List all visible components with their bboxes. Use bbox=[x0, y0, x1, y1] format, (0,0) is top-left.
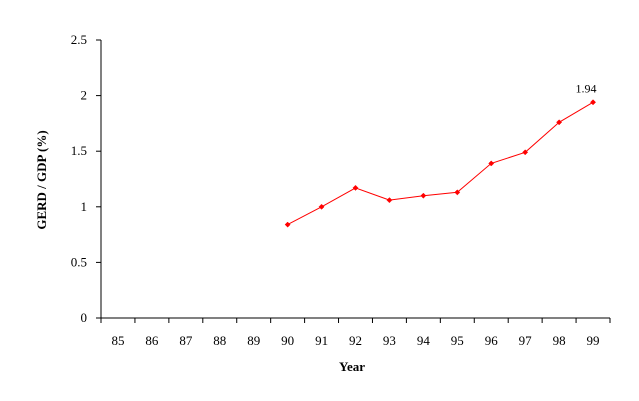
y-axis: 0 0.5 1 1.5 2 2.5 bbox=[71, 32, 102, 325]
y-tick-label: 2.5 bbox=[71, 32, 87, 47]
x-axis-title: Year bbox=[339, 359, 365, 374]
series-line bbox=[287, 101, 594, 226]
x-tick-label: 93 bbox=[383, 333, 396, 348]
y-tick-label: 2 bbox=[81, 88, 88, 103]
data-point bbox=[284, 221, 291, 228]
x-tick-label: 85 bbox=[111, 333, 124, 348]
data-point bbox=[522, 149, 529, 156]
y-tick-label: 1.5 bbox=[71, 143, 87, 158]
x-tick-label: 90 bbox=[281, 333, 294, 348]
x-axis: 85 86 87 88 89 90 91 92 93 94 95 96 97 98 99 bbox=[100, 317, 611, 348]
y-tick-label: 0 bbox=[81, 310, 88, 325]
x-tick-label: 94 bbox=[417, 333, 431, 348]
data-point bbox=[420, 192, 427, 199]
x-tick-label: 97 bbox=[519, 333, 533, 348]
x-tick-label: 92 bbox=[349, 333, 362, 348]
x-tick-label: 89 bbox=[247, 333, 260, 348]
data-point bbox=[556, 119, 563, 126]
data-label: 1.94 bbox=[576, 81, 597, 95]
data-point bbox=[488, 160, 495, 167]
y-axis-title: GERD / GDP (%) bbox=[34, 130, 49, 229]
data-point bbox=[454, 189, 461, 196]
x-tick-label: 96 bbox=[485, 333, 499, 348]
x-tick-label: 88 bbox=[213, 333, 226, 348]
data-point bbox=[352, 184, 359, 191]
plot-area: 1.94 bbox=[284, 81, 597, 228]
y-tick-label: 1 bbox=[81, 199, 88, 214]
data-point bbox=[318, 203, 325, 210]
x-tick-label: 99 bbox=[587, 333, 600, 348]
x-tick-label: 87 bbox=[179, 333, 193, 348]
x-tick-label: 91 bbox=[315, 333, 328, 348]
y-tick-label: 0.5 bbox=[71, 254, 87, 269]
data-point bbox=[386, 197, 393, 204]
x-tick-label: 95 bbox=[451, 333, 464, 348]
x-tick-label: 86 bbox=[145, 333, 159, 348]
x-tick-label: 98 bbox=[553, 333, 566, 348]
data-point bbox=[590, 99, 596, 106]
